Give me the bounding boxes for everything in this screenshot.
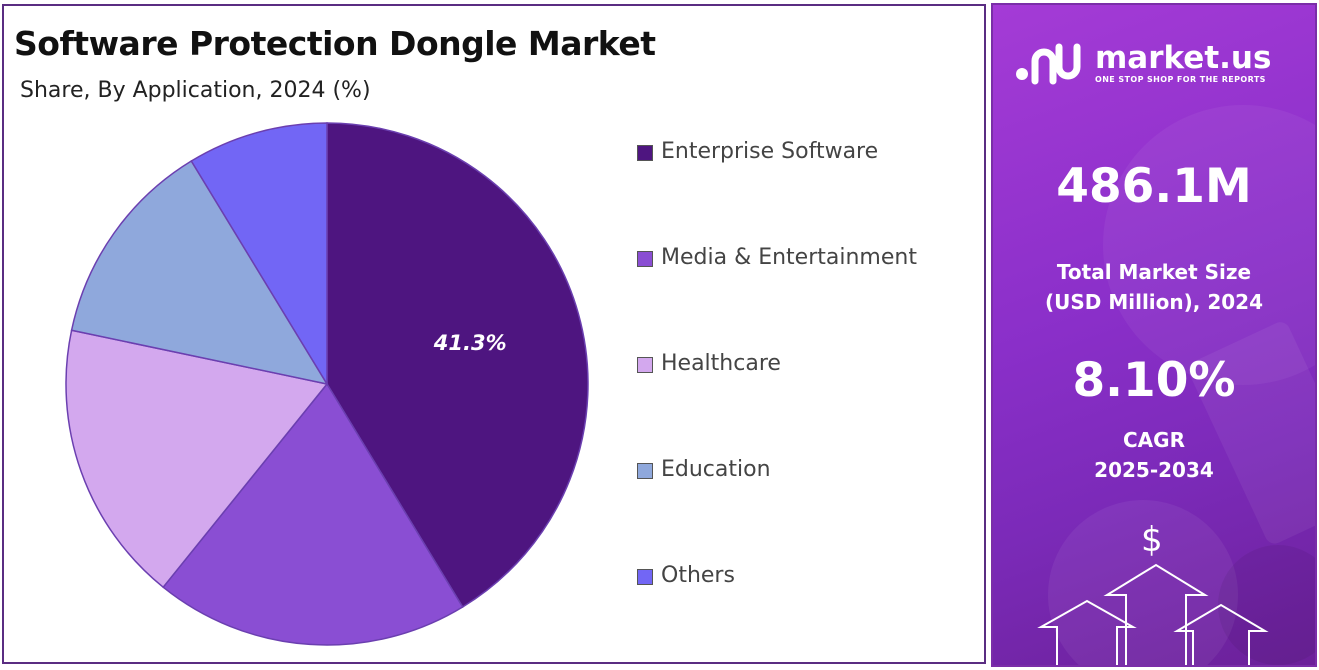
background-art	[1037, 105, 1315, 665]
summary-sidebar: market.us ONE STOP SHOP FOR THE REPORTS …	[991, 3, 1317, 667]
data-label-enterprise-software: 41.3%	[433, 331, 507, 355]
legend-item-healthcare: Healthcare	[637, 346, 917, 452]
legend-label: Media & Entertainment	[661, 245, 917, 270]
legend-label: Enterprise Software	[661, 139, 879, 164]
legend-swatch	[637, 251, 653, 267]
legend-item-education: Education	[637, 452, 917, 558]
cagr-value: 8.10%	[1072, 353, 1236, 408]
pie-slice-media-entertainment	[162, 382, 464, 646]
brand-logo: market.us ONE STOP SHOP FOR THE REPORTS	[1013, 41, 1271, 85]
legend-swatch	[637, 463, 653, 479]
brand-name: market.us	[1095, 39, 1272, 76]
market-us-logo-icon	[1016, 43, 1081, 85]
legend-label: Healthcare	[661, 351, 781, 376]
market-size-label-line2: (USD Million), 2024	[1044, 290, 1264, 314]
legend-item-others: Others	[637, 558, 917, 664]
legend-swatch	[637, 357, 653, 373]
market-size-value: 486.1M	[1056, 159, 1252, 214]
legend-label: Education	[661, 457, 771, 482]
pie-slice-others	[190, 122, 328, 387]
pie-chart: 41.3%	[65, 122, 589, 646]
pie-slice-enterprise-software	[326, 122, 589, 609]
chart-legend: Enterprise Software Media & Entertainment…	[637, 134, 917, 664]
chart-subtitle: Share, By Application, 2024 (%)	[20, 78, 371, 103]
cagr-label-line1: CAGR	[1123, 428, 1185, 452]
pie-slice-healthcare	[65, 329, 329, 589]
market-size-label-line1: Total Market Size	[1056, 260, 1252, 284]
legend-swatch	[637, 569, 653, 585]
pie-slice-education	[70, 159, 329, 386]
legend-item-media-entertainment: Media & Entertainment	[637, 240, 917, 346]
dollar-icon: $	[1141, 520, 1163, 560]
legend-label: Others	[661, 563, 735, 588]
legend-item-enterprise-software: Enterprise Software	[637, 134, 917, 240]
cagr-label-line2: 2025-2034	[1094, 458, 1214, 482]
legend-swatch	[637, 145, 653, 161]
chart-title: Software Protection Dongle Market	[14, 24, 656, 63]
chart-panel: Software Protection Dongle Market Share,…	[2, 4, 986, 664]
brand-tagline: ONE STOP SHOP FOR THE REPORTS	[1095, 74, 1266, 84]
